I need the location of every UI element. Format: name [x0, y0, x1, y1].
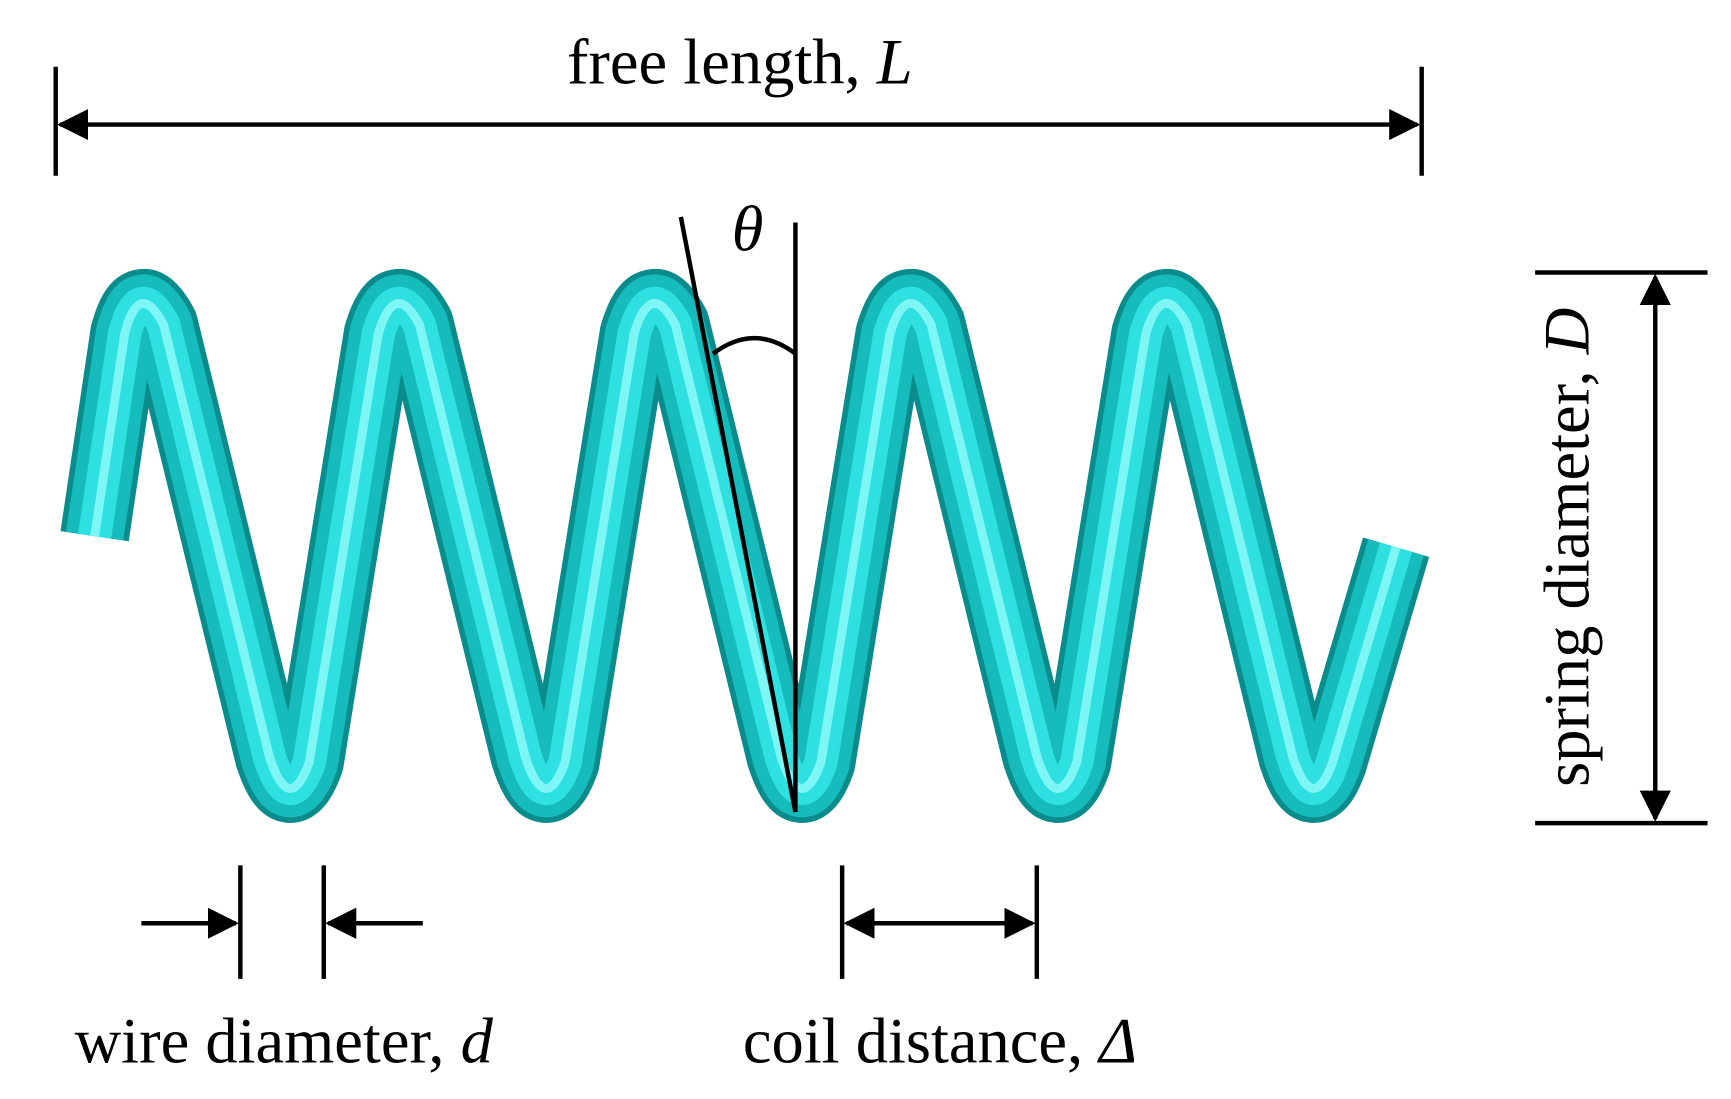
coil-distance-dimension — [839, 865, 1040, 979]
angle-label: θ — [732, 193, 764, 264]
spring-coil — [90, 299, 1401, 793]
angle-lines — [678, 216, 798, 813]
coil-distance-label: coil distance, Δ — [743, 1005, 1137, 1076]
free-length-label: free length, L — [567, 26, 913, 97]
spring-diameter-dimension — [1535, 270, 1708, 826]
spring-diameter-label: spring diameter, D — [1532, 308, 1603, 787]
wire-diameter-label: wire diameter, d — [75, 1005, 494, 1076]
spring — [60, 269, 1430, 823]
wire-diameter-dimension — [141, 865, 423, 979]
free-length-dimension — [53, 66, 1424, 176]
